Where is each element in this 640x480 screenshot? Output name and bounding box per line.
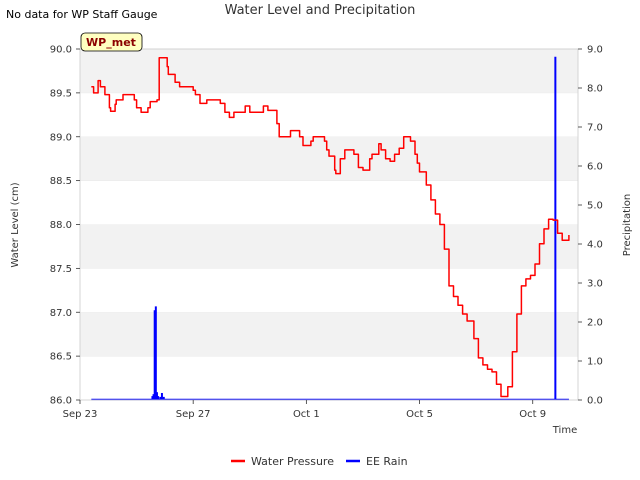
y-tick-label: 86.5 [50, 352, 72, 363]
background-band [80, 180, 578, 225]
y2-tick-label: 7.0 [587, 123, 603, 134]
x-tick-label: Oct 9 [519, 409, 546, 420]
y-tick-label: 86.0 [50, 396, 72, 407]
y2-tick-label: 8.0 [587, 84, 603, 95]
x-tick-label: Oct 1 [293, 409, 320, 420]
water-pressure-line [91, 57, 570, 398]
rain-series [91, 56, 569, 401]
station-badge: WP_met [80, 32, 143, 52]
background-band [80, 49, 578, 93]
x-tick-label: Oct 5 [406, 409, 433, 420]
background-band [80, 92, 578, 137]
y2-axis-title: Precipitation [622, 194, 633, 257]
background-band [80, 356, 578, 400]
background-bands [80, 48, 578, 400]
y-tick-label: 89.0 [50, 132, 72, 143]
legend-label-water-pressure: Water Pressure [251, 455, 334, 468]
station-badge-box [80, 32, 143, 52]
legend: Water Pressure EE Rain [231, 455, 408, 468]
left-axis-ticks: 86.0 86.5 87.0 87.5 88.0 88.5 89.0 89.5 90.0 [50, 45, 80, 407]
no-data-note: No data for WP Staff Gauge [6, 8, 158, 21]
background-band [80, 312, 578, 357]
y-tick-label: 90.0 [50, 45, 72, 56]
y2-tick-label: 5.0 [587, 201, 603, 212]
x-axis-title: Time [552, 425, 577, 436]
y-axis-title: Water Level (cm) [10, 182, 21, 267]
y2-tick-label: 1.0 [587, 357, 603, 368]
background-band [80, 268, 578, 313]
y2-tick-label: 2.0 [587, 318, 603, 329]
x-tick-label: Sep 23 [63, 409, 98, 420]
y2-tick-label: 4.0 [587, 240, 603, 251]
y2-tick-label: 0.0 [587, 396, 603, 407]
station-badge-label: WP_met [86, 36, 136, 49]
legend-label-ee-rain: EE Rain [366, 455, 408, 468]
y2-tick-label: 3.0 [587, 279, 603, 290]
y2-tick-label: 6.0 [587, 162, 603, 173]
y-tick-label: 88.5 [50, 176, 72, 187]
y-tick-label: 89.5 [50, 88, 72, 99]
right-axis-ticks: 0.0 1.0 2.0 3.0 4.0 5.0 6.0 7.0 8.0 9.0 [578, 45, 603, 407]
chart-title: Water Level and Precipitation [224, 3, 416, 18]
y-tick-label: 87.5 [50, 264, 72, 275]
y2-tick-label: 9.0 [587, 45, 603, 56]
x-tick-label: Sep 27 [176, 409, 211, 420]
y-tick-label: 87.0 [50, 308, 72, 319]
y-tick-label: 88.0 [50, 220, 72, 231]
x-axis-ticks: Sep 23 Sep 27 Oct 1 Oct 5 Oct 9 [63, 400, 546, 420]
background-band [80, 136, 578, 181]
background-band [80, 224, 578, 269]
